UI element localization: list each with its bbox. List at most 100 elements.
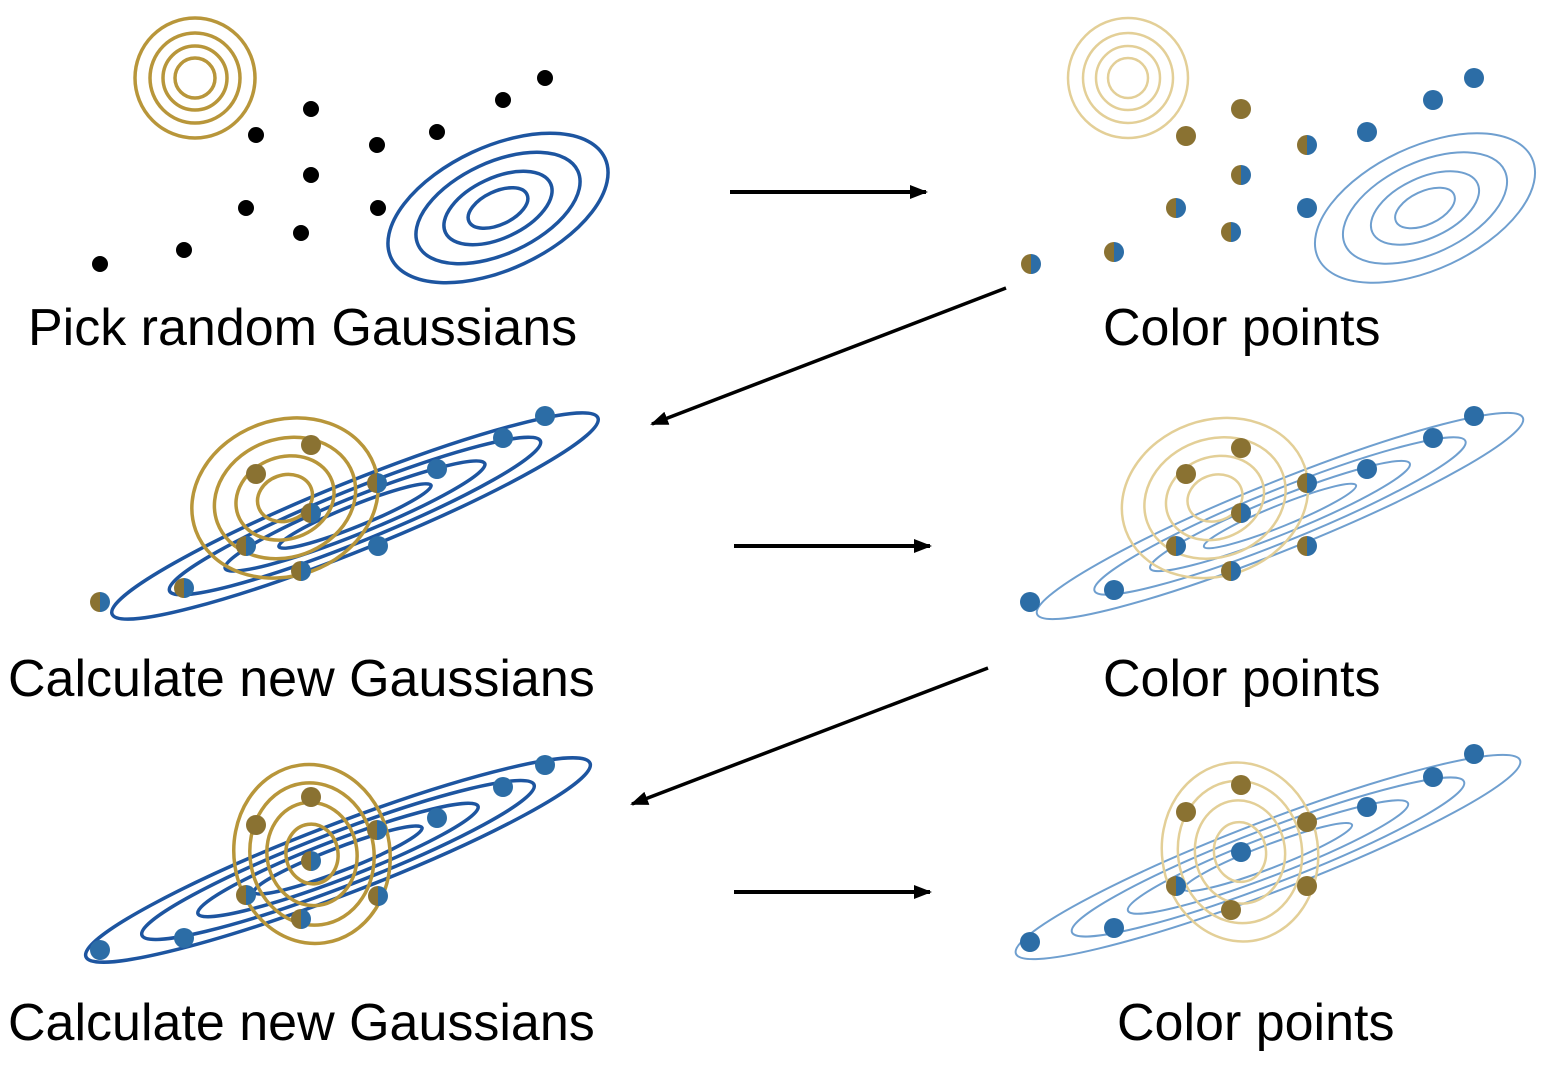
data-point (493, 428, 513, 448)
gaussian-blue-contour (1149, 459, 1411, 573)
gaussian-gold (1160, 761, 1320, 943)
data-point (248, 127, 264, 143)
gaussian-blue-contour (1202, 482, 1358, 550)
gaussian-blue-contour (196, 801, 480, 919)
data-point (1231, 165, 1251, 185)
gaussian-gold-contour (255, 472, 315, 524)
data-point (1231, 503, 1251, 523)
data-point (493, 777, 513, 797)
data-point (1176, 126, 1196, 146)
gaussian-gold-contour (1160, 761, 1320, 943)
data-point (293, 225, 309, 241)
gaussian-gold (1120, 416, 1310, 580)
panel-calculate-new-gaussians-2 (83, 755, 593, 964)
data-point (291, 561, 311, 581)
data-point (1231, 775, 1251, 795)
caption-color-points-3: Color points (1117, 994, 1394, 1052)
gaussian-gold-contour (173, 56, 217, 100)
gaussian-blue-contour (1313, 132, 1537, 284)
data-point (427, 808, 447, 828)
data-point (427, 459, 447, 479)
gaussian-gold-contour (1106, 56, 1150, 100)
data-point (246, 815, 266, 835)
panel-color-points-2 (1020, 406, 1525, 621)
data-point (92, 256, 108, 272)
gaussian-blue-contour (466, 185, 530, 231)
data-point (174, 578, 194, 598)
gaussian-blue-contour (1126, 799, 1410, 915)
gaussian-blue-contour (167, 435, 543, 597)
data-point (1176, 464, 1196, 484)
data-point (1357, 459, 1377, 479)
gaussian-gold-contour (161, 44, 229, 112)
data-point (1357, 797, 1377, 817)
data-point (1464, 744, 1484, 764)
gaussian-gold-contour (1066, 16, 1190, 140)
down-left-arrow-icon (650, 286, 1007, 426)
panel-color-points-3 (1014, 744, 1522, 961)
data-point (90, 940, 110, 960)
gaussian-gold (232, 762, 392, 946)
gaussian-gold-contour (1176, 779, 1304, 925)
gaussian-blue-contour (109, 411, 601, 621)
data-point (368, 536, 388, 556)
gaussian-gold-contour (234, 454, 336, 542)
data-point (1423, 767, 1443, 787)
gaussian-blue-contour (442, 169, 554, 247)
data-point (535, 406, 555, 426)
down-left-arrow-icon (630, 666, 989, 806)
gaussian-blue-contour (277, 481, 433, 551)
gaussian-gold (190, 416, 380, 580)
data-point (429, 124, 445, 140)
data-point (1221, 222, 1241, 242)
data-point (1176, 802, 1196, 822)
gaussian-gold-contour (212, 435, 358, 561)
data-point (1231, 438, 1251, 458)
data-point (1297, 812, 1317, 832)
caption-color-points-1: Color points (1103, 299, 1380, 357)
data-point (369, 137, 385, 153)
data-point (1020, 932, 1040, 952)
data-point (236, 536, 256, 556)
data-point (535, 755, 555, 775)
data-point (537, 70, 553, 86)
gaussian-blue-contour (1093, 436, 1467, 596)
data-point (1021, 254, 1041, 274)
data-point (495, 92, 511, 108)
data-point (367, 820, 387, 840)
panel-color-points-1 (1021, 16, 1537, 284)
gaussian-gold-contour (190, 416, 380, 580)
gaussian-blue-contour (1341, 151, 1509, 265)
gaussian-gold-contour (1212, 820, 1268, 884)
data-point (291, 909, 311, 929)
data-point (370, 200, 386, 216)
data-point (301, 787, 321, 807)
caption-color-points-2: Color points (1103, 650, 1380, 708)
data-point (1221, 900, 1241, 920)
gaussian-gold-contour (133, 16, 257, 140)
data-point (174, 928, 194, 948)
data-point (368, 886, 388, 906)
gaussian-gold-contour (1193, 799, 1287, 905)
gaussian-blue (1035, 411, 1525, 621)
gaussian-blue (109, 411, 601, 621)
gaussian-gold-contour (148, 31, 242, 125)
data-point (303, 101, 319, 117)
data-point (1464, 406, 1484, 426)
gaussian-gold-contour (232, 762, 392, 946)
data-point (301, 503, 321, 523)
data-point (1423, 90, 1443, 110)
gaussian-gold-contour (1081, 31, 1175, 125)
panel-calculate-new-gaussians-1 (90, 406, 601, 621)
data-point (303, 167, 319, 183)
caption-pick-random-gaussians: Pick random Gaussians (28, 299, 577, 357)
data-point (1297, 876, 1317, 896)
gaussian-blue-contour (1369, 170, 1481, 246)
panel-pick-random-gaussians (92, 16, 610, 285)
data-point (1020, 592, 1040, 612)
data-point (1423, 428, 1443, 448)
data-point (1104, 242, 1124, 262)
data-point (1357, 122, 1377, 142)
data-point (1464, 68, 1484, 88)
